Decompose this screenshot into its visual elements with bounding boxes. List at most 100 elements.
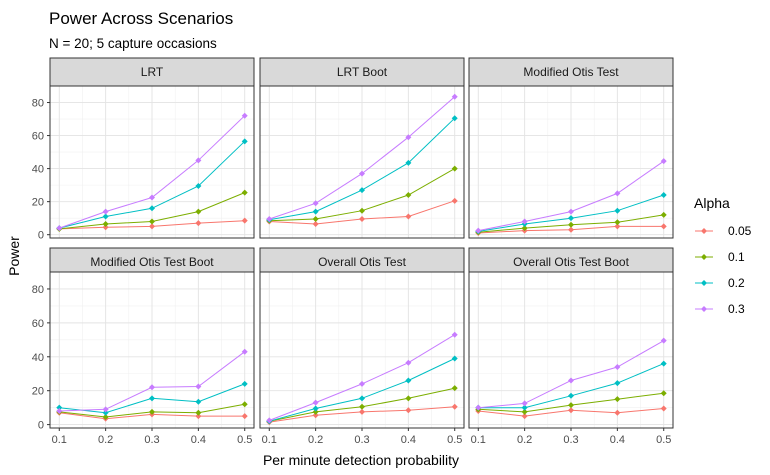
data-point: [660, 158, 667, 165]
legend-item: 0.2: [695, 276, 745, 290]
data-point: [195, 409, 202, 416]
data-point: [149, 218, 155, 225]
legend-label: 0.3: [728, 302, 745, 316]
data-point: [241, 217, 248, 224]
data-point: [149, 384, 155, 391]
data-point: [312, 408, 319, 415]
data-point: [451, 403, 458, 410]
data-point: [614, 223, 621, 230]
x-tick-label: 0.4: [191, 434, 206, 446]
facet-panel: Overall Otis Test Boot 0.1 0.2 0.3 0.4 0.5: [468, 247, 674, 446]
data-point: [568, 392, 574, 399]
y-tick-label: 40: [32, 164, 44, 176]
data-point: [405, 213, 412, 220]
facet-strip: [259, 247, 465, 277]
x-tick-label: 0.2: [308, 434, 323, 446]
legend-item: 0.3: [695, 302, 745, 316]
data-point: [241, 189, 248, 196]
x-tick-label: 0.2: [98, 434, 113, 446]
data-point: [660, 337, 667, 344]
data-point: [521, 225, 528, 232]
x-tick-label: 0.5: [237, 434, 252, 446]
facet-strip-label: LRT Boot: [337, 65, 388, 79]
facet-strip: [49, 57, 255, 87]
data-point: [568, 377, 574, 384]
data-point: [614, 190, 621, 197]
data-point: [405, 159, 412, 166]
data-point: [241, 112, 248, 119]
data-point: [660, 211, 667, 218]
data-point: [359, 216, 365, 222]
data-point: [614, 363, 621, 370]
data-point: [405, 192, 412, 199]
data-point: [359, 170, 365, 177]
x-tick-label: 0.1: [52, 434, 67, 446]
legend-label: 0.05: [728, 224, 752, 238]
data-point: [568, 215, 574, 222]
y-tick-label: 20: [32, 386, 44, 398]
data-point: [521, 413, 528, 420]
y-tick-label: 80: [32, 98, 44, 110]
facet-panel: LRT Boot: [259, 57, 465, 239]
data-point: [149, 395, 155, 402]
data-point: [614, 409, 621, 416]
data-point: [102, 224, 109, 231]
data-point: [241, 380, 248, 387]
data-point: [149, 223, 155, 230]
data-point: [451, 331, 458, 338]
data-point: [195, 220, 202, 227]
data-point: [241, 138, 248, 145]
legend-label: 0.2: [728, 276, 745, 290]
y-tick-label: 40: [32, 352, 44, 364]
data-point: [312, 208, 319, 215]
x-tick-label: 0.1: [471, 434, 486, 446]
data-point: [568, 402, 574, 409]
facet-panel: LRT 0 20 40 60 80: [32, 57, 255, 242]
data-point: [241, 401, 248, 408]
data-point: [660, 360, 667, 367]
data-point: [568, 407, 574, 414]
x-tick-label: 0.3: [354, 434, 369, 446]
y-tick-label: 60: [32, 318, 44, 330]
data-point: [451, 165, 458, 172]
facet-panel: Modified Otis Test Boot 0 20 40 60 80 0.1 0.2 0.…: [32, 247, 255, 446]
data-point: [102, 409, 109, 416]
data-point: [56, 404, 63, 411]
facet-panel: Modified Otis Test: [468, 57, 674, 239]
data-point: [568, 226, 574, 233]
data-point: [149, 205, 155, 212]
facet-strip: [468, 247, 674, 277]
data-point: [359, 395, 365, 402]
facet-strip: [468, 57, 674, 87]
y-axis-title: Power: [6, 236, 22, 276]
data-point: [405, 407, 412, 414]
data-point: [241, 413, 248, 420]
data-point: [312, 220, 319, 227]
data-point: [149, 194, 155, 201]
facet-strip-label: Modified Otis Test: [523, 65, 619, 79]
data-point: [266, 417, 273, 424]
data-point: [660, 405, 667, 412]
data-point: [149, 408, 155, 415]
data-point: [312, 200, 319, 207]
data-point: [102, 213, 109, 220]
x-tick-label: 0.4: [401, 434, 416, 446]
x-tick-label: 0.4: [610, 434, 625, 446]
x-tick-label: 0.5: [656, 434, 671, 446]
data-point: [359, 207, 365, 214]
data-point: [614, 396, 621, 403]
legend-key-point: [701, 280, 707, 286]
data-point: [102, 208, 109, 215]
data-point: [195, 208, 202, 215]
x-tick-label: 0.1: [262, 434, 277, 446]
x-tick-label: 0.3: [563, 434, 578, 446]
data-point: [312, 399, 319, 406]
facet-strip-label: Overall Otis Test Boot: [513, 255, 629, 269]
data-point: [405, 377, 412, 384]
data-point: [405, 395, 412, 402]
x-tick-label: 0.2: [517, 434, 532, 446]
chart-subtitle: N = 20; 5 capture occasions: [49, 36, 217, 51]
facet-panels: LRT 0 20 40 60 80 LRT Boot Modified Otis Test Mo…: [32, 57, 674, 446]
y-tick-label: 20: [32, 197, 44, 209]
legend-item: 0.05: [695, 224, 752, 238]
